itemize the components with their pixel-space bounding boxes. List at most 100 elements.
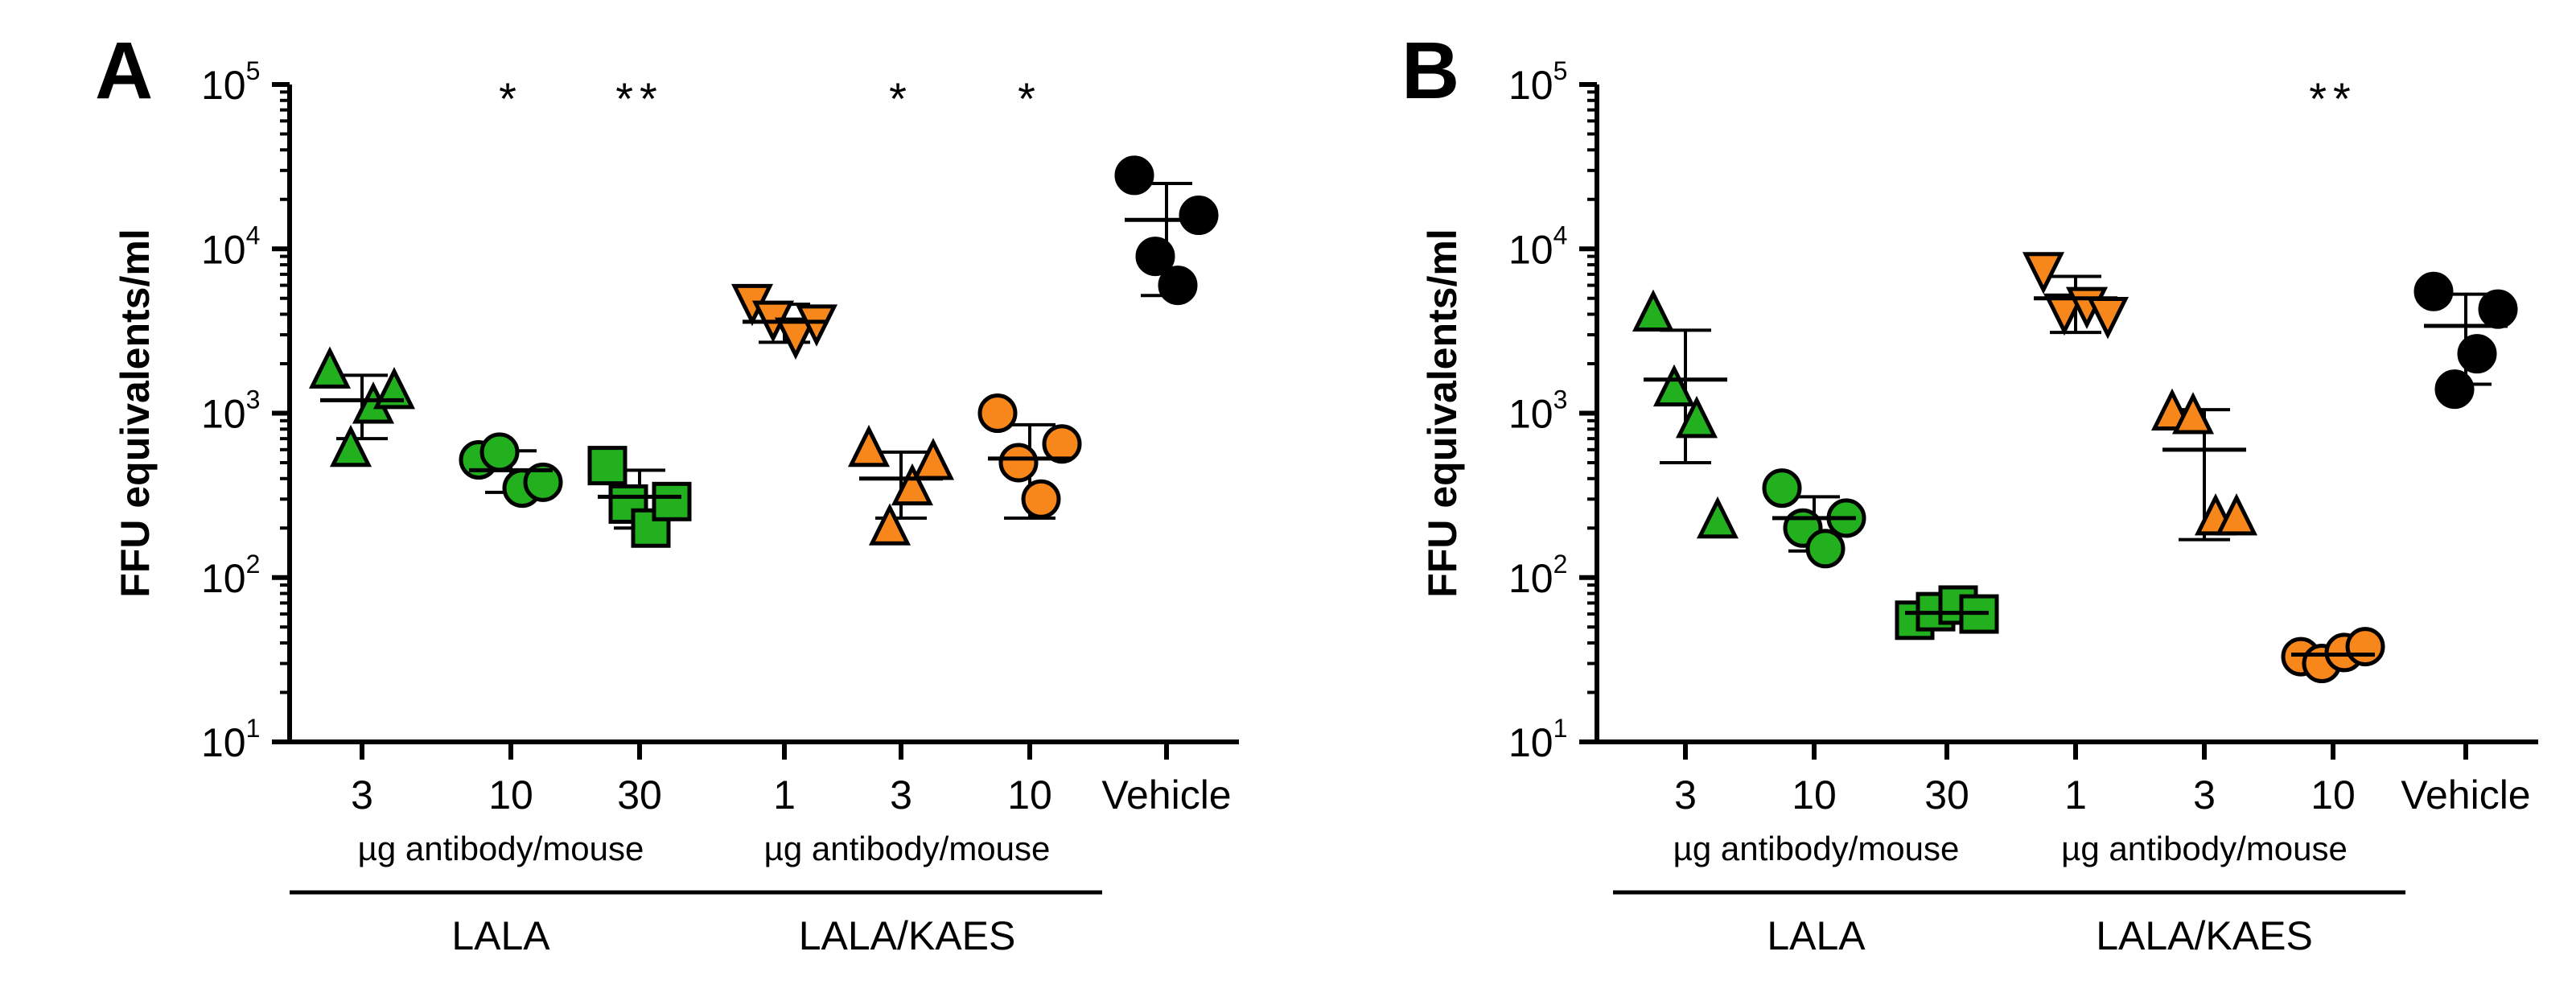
y-tick-base: 10 [1508, 392, 1553, 437]
significance-marker: * [499, 73, 523, 124]
y-tick-label: 104 [201, 220, 260, 272]
y-tick-label: 105 [1508, 56, 1567, 108]
x-tick-label: 30 [1924, 772, 1969, 818]
data-point-triangle-up [2171, 392, 2215, 435]
data-point-circle [523, 462, 563, 502]
data-point-triangle-up [1652, 364, 1696, 407]
significance-marker: ** [615, 73, 664, 124]
y-tick-base: 10 [1508, 63, 1553, 108]
data-point-triangle-up [1675, 395, 1718, 439]
y-tick-base: 10 [1508, 720, 1553, 765]
data-point-triangle-up [2215, 492, 2258, 536]
data-point-triangle-up [1632, 289, 1675, 332]
y-tick-exponent: 5 [246, 56, 261, 85]
y-tick-exponent: 2 [246, 550, 261, 579]
data-point-square [587, 446, 628, 486]
group-dose-label: µg antibody/mouse [1673, 830, 1960, 867]
data-point-circle [1179, 196, 1219, 236]
group-dose-label: µg antibody/mouse [358, 830, 644, 867]
y-tick-base: 10 [201, 392, 246, 437]
x-tick-label: 10 [2311, 772, 2356, 818]
y-tick-label: 104 [1508, 220, 1567, 272]
data-point-triangle-up [847, 424, 891, 468]
data-point-circle [1762, 468, 1802, 509]
y-tick-label: 101 [201, 714, 260, 765]
y-tick-label: 102 [1508, 550, 1567, 601]
y-tick-exponent: 1 [1553, 714, 1568, 743]
y-tick-exponent: 3 [1553, 385, 1568, 414]
y-tick-base: 10 [201, 720, 246, 765]
x-tick-label: 10 [1007, 772, 1052, 818]
x-tick-label: 3 [890, 772, 912, 818]
y-tick-label: 103 [201, 385, 260, 437]
significance-marker: * [889, 73, 913, 124]
y-tick-exponent: 4 [1553, 220, 1568, 249]
data-point-triangle-down [2022, 252, 2065, 295]
panel-letter: B [1401, 26, 1459, 116]
x-tick-label: 10 [488, 772, 533, 818]
panel-letter: A [95, 26, 153, 116]
significance-marker: ** [2309, 73, 2357, 124]
group-dose-label: µg antibody/mouse [764, 830, 1051, 867]
y-tick-base: 10 [201, 63, 246, 108]
y-tick-base: 10 [201, 227, 246, 272]
y-tick-exponent: 2 [1553, 550, 1568, 579]
data-point-triangle-up [308, 346, 352, 389]
x-tick-label: 30 [617, 772, 662, 818]
data-point-circle [1042, 424, 1082, 464]
y-tick-label: 103 [1508, 385, 1567, 437]
x-tick-label: 3 [2193, 772, 2216, 818]
group-dose-label: µg antibody/mouse [2061, 830, 2348, 867]
data-point-circle [2457, 334, 2497, 374]
x-tick-label: 10 [1792, 772, 1837, 818]
y-axis-title: FFU equivalents/ml [113, 229, 158, 597]
x-tick-label: Vehicle [2401, 772, 2530, 818]
data-point-circle [1135, 237, 1175, 277]
y-tick-base: 10 [1508, 556, 1553, 601]
y-tick-label: 102 [201, 550, 260, 601]
y-tick-base: 10 [1508, 227, 1553, 272]
data-point-circle [1805, 529, 1846, 569]
data-point-triangle-up [372, 366, 416, 410]
data-point-triangle-up [329, 424, 372, 468]
y-tick-exponent: 5 [1553, 56, 1568, 85]
x-tick-label: 1 [773, 772, 796, 818]
data-point-square [652, 481, 692, 521]
data-point-triangle-down [774, 317, 817, 360]
data-point-triangle-down [795, 304, 838, 347]
data-point-circle [479, 432, 520, 472]
data-point-circle [2345, 627, 2385, 667]
data-point-triangle-down [2043, 293, 2086, 336]
data-point-circle [1021, 479, 1061, 519]
data-point-circle [977, 393, 1018, 433]
y-tick-label: 105 [201, 56, 260, 108]
x-tick-label: Vehicle [1101, 772, 1231, 818]
significance-marker: * [1018, 73, 1042, 124]
y-tick-exponent: 4 [246, 220, 261, 249]
group-name: LALA [1767, 913, 1866, 958]
group-name: LALA [451, 913, 550, 958]
y-axis-title: FFU equivalents/ml [1420, 229, 1465, 597]
x-tick-label: 1 [2064, 772, 2087, 818]
y-tick-exponent: 3 [246, 385, 261, 414]
x-tick-label: 3 [351, 772, 373, 818]
data-point-circle [1158, 266, 1198, 306]
data-point-circle [2478, 289, 2518, 329]
data-point-triangle-up [891, 463, 934, 506]
data-point-circle [1114, 155, 1154, 196]
y-tick-label: 101 [1508, 714, 1567, 765]
data-point-square [631, 508, 671, 548]
data-point-circle [998, 443, 1039, 483]
data-point-triangle-up [868, 503, 911, 546]
group-name: LALA/KAES [799, 913, 1016, 958]
data-point-triangle-up [911, 438, 955, 480]
group-name: LALA/KAES [2096, 913, 2313, 958]
data-point-triangle-up [1696, 496, 1739, 539]
y-tick-exponent: 1 [246, 714, 261, 743]
x-tick-label: 3 [1674, 772, 1697, 818]
data-point-circle [2413, 271, 2454, 311]
data-point-circle [2434, 369, 2475, 410]
